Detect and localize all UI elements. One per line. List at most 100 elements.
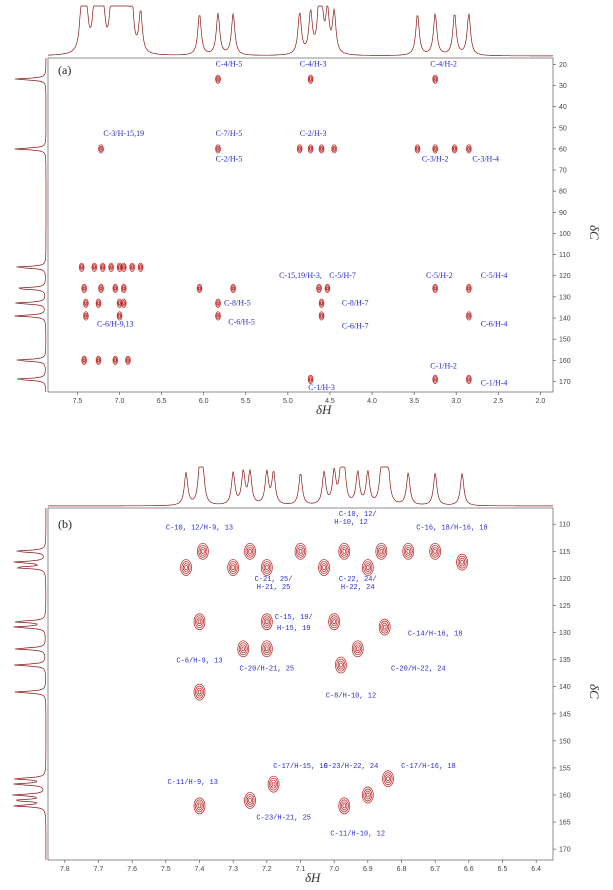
contour-ring [113,285,118,292]
contour-ring [320,147,323,151]
contour-ring [466,374,472,384]
contour-ring [375,542,388,560]
contour-ring [121,264,126,271]
cross-peak [338,797,351,815]
contour-ring [118,314,121,318]
contour-ring [318,311,325,321]
cross-peak [429,542,442,560]
contour-ring [379,548,384,554]
contour-ring [193,613,206,631]
contour-ring [402,542,415,560]
contour-ring [99,145,103,153]
x-tick-label: 6.0 [199,398,209,405]
contour-ring [99,285,103,292]
contour-ring [216,145,220,153]
y-tick-label: 125 [559,603,571,610]
contour-ring [120,298,127,308]
cross-peak [237,640,250,658]
contour-ring [215,298,221,308]
contour-ring [336,658,346,672]
contour-ring [246,546,254,556]
peak-annotation: C-4/H-5 [216,59,243,68]
contour-ring [326,286,329,291]
contour-ring [84,301,88,305]
cross-peak [432,144,438,154]
y-tick-label: 120 [559,273,571,280]
y-tick-label: 150 [559,738,571,745]
contour-ring [139,265,142,270]
contour-ring [216,300,220,307]
x-tick-label: 6.5 [157,398,167,405]
contour-ring [228,561,238,574]
peak-annotation: C-11/H-9, 13 [168,779,218,787]
x-tick-label: 6.7 [430,866,440,873]
contour-ring [248,798,252,803]
contour-ring [81,283,87,293]
contour-ring [432,74,438,84]
panel-a-13c-spectrum [14,58,47,393]
contour-ring [82,357,87,364]
contour-ring [91,262,98,272]
peak-annotation: C-20/H-21, 25 [240,665,295,673]
peak-annotation: C-20/H-22, 24 [391,665,446,673]
contour-ring [97,358,100,363]
contour-ring [338,542,351,560]
peak-annotation: C-11/H-10, 12 [330,831,385,839]
contour-ring [216,314,220,318]
panel-b-x-axis-label: δH [305,870,321,885]
contour-ring [83,312,88,320]
x-tick-label: 2.0 [536,398,546,405]
y-tick-label: 135 [559,657,571,664]
peak-annotation: H-15, 19 [277,625,311,633]
y-tick-label: 60 [559,146,567,153]
cross-peak [318,311,325,321]
peak-annotation: H-21, 25 [257,584,291,592]
contour-ring [318,144,325,154]
panel-b: C-10, 12/H-9, 13 C-10, 12/H-10, 12 C-16, 1… [12,466,602,885]
cross-peak [466,374,472,384]
cross-peak [244,542,256,560]
contour-ring [333,147,336,151]
cross-peak [318,144,325,154]
contour-ring [339,799,349,813]
cross-peak [230,283,236,293]
contour-ring [216,312,220,320]
x-tick-label: 7.0 [329,866,339,873]
contour-ring [432,374,438,384]
panel-a-y-axis-label: δC [587,225,602,240]
contour-ring [122,286,125,291]
contour-ring [260,640,273,658]
cross-peak [267,775,280,793]
peak-annotation: C-16, 18/H-16, 18 [416,525,487,533]
peak-annotation: C-4/H-3 [300,59,327,68]
y-tick-label: 120 [559,576,571,583]
contour-ring [335,656,347,674]
y-tick-label: 145 [559,711,571,718]
peak-annotation: C-5/H-2 [426,271,453,280]
contour-ring [308,145,313,153]
x-tick-label: 3.0 [451,398,461,405]
y-tick-label: 155 [559,765,571,772]
contour-ring [317,285,321,292]
panel-a-label: (a) [58,63,71,77]
cross-peak [378,618,391,636]
contour-ring [320,301,323,305]
contour-ring [467,147,470,151]
contour-ring [384,774,392,784]
peak-annotation: C-3/H-15,19 [103,129,144,138]
contour-ring [342,548,346,554]
contour-ring [432,144,438,154]
x-tick-label: 4.5 [325,398,335,405]
contour-ring [433,145,438,153]
cross-peak [81,283,87,293]
contour-ring [297,145,302,153]
contour-ring [215,311,221,321]
contour-ring [434,286,437,291]
y-tick-label: 40 [559,104,567,111]
contour-ring [215,74,221,84]
peak-annotation: C-3/H-4 [472,155,499,164]
cross-peak [112,283,119,293]
contour-ring [466,145,471,153]
contour-ring [381,622,388,632]
contour-ring [433,285,438,292]
